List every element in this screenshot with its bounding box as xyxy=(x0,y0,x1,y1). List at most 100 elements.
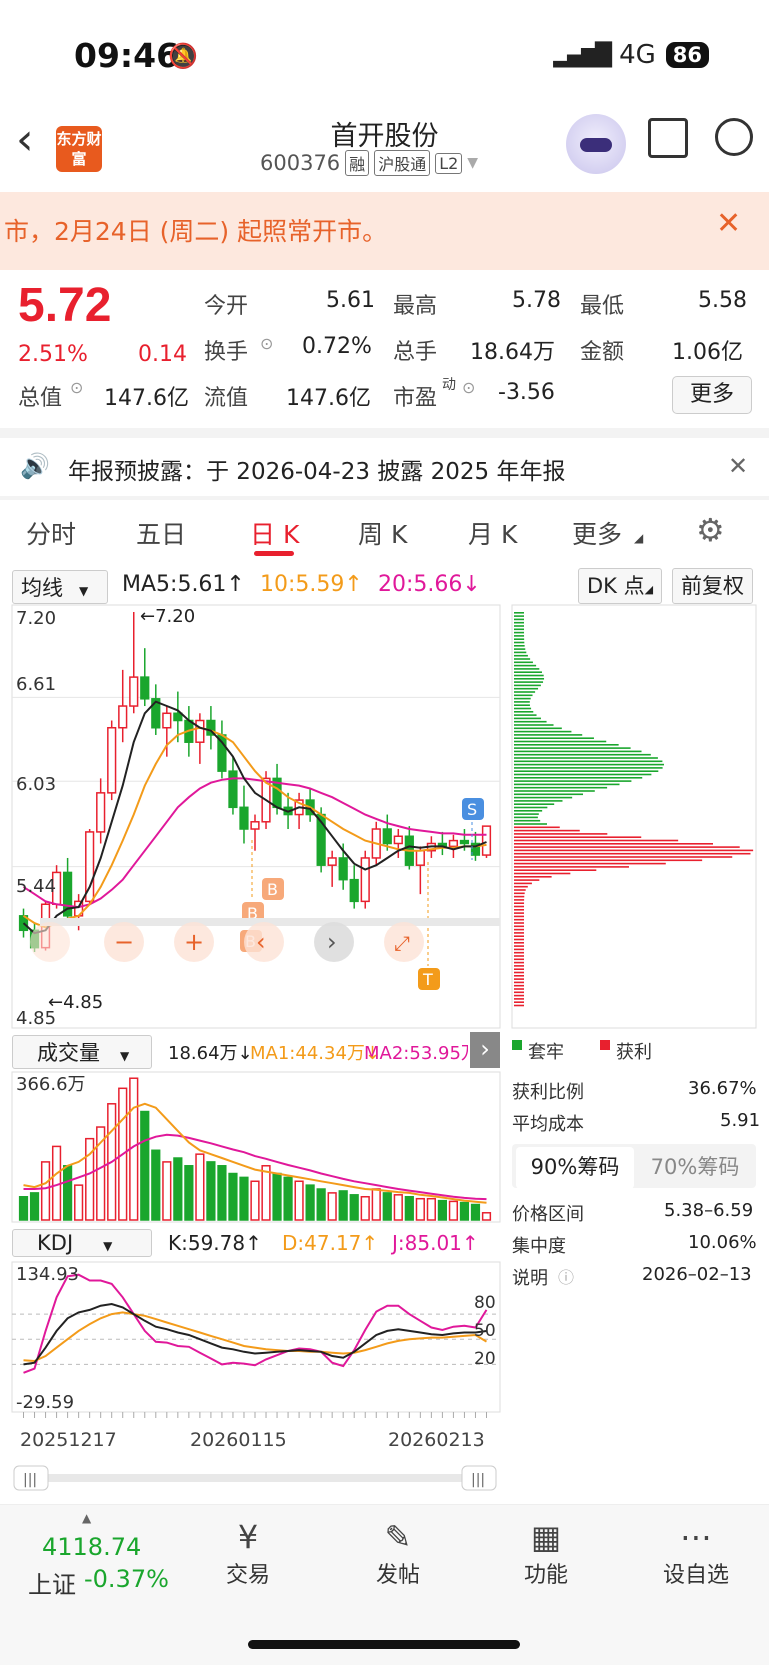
sell-marker[interactable] xyxy=(462,798,484,820)
change-pct: 2.51% xyxy=(18,342,88,367)
candle xyxy=(118,705,128,729)
volume-bar xyxy=(173,1157,183,1221)
chip-tab-90[interactable]: 90%筹码 xyxy=(516,1147,634,1189)
announcement-bar[interactable]: 🔊 年报预披露：于 2026-04-23 披露 2025 年年报 ✕ xyxy=(0,440,769,500)
chip-bar xyxy=(514,833,608,835)
legend-swatch xyxy=(600,1040,610,1050)
chip-bar xyxy=(514,714,537,716)
announcement-text: 年报预披露：于 2026-04-23 披露 2025 年年报 xyxy=(68,459,566,485)
low-marker: ←4.85 xyxy=(48,992,103,1013)
volume-bar xyxy=(195,1153,205,1221)
search-icon[interactable] xyxy=(715,118,753,156)
chip-tab-70[interactable]: 70%筹码 xyxy=(650,1155,740,1179)
chip-row-value: 5.38–6.59 xyxy=(664,1200,754,1221)
chip-bar xyxy=(514,889,526,891)
scroll-right-button[interactable] xyxy=(314,922,354,962)
chip-bar xyxy=(514,711,534,713)
tab-minute[interactable]: 分时 xyxy=(26,520,77,549)
stat-value: 147.6亿 xyxy=(104,386,189,411)
zoom-in-button[interactable] xyxy=(174,922,214,962)
chip-bar xyxy=(514,674,544,677)
buy-marker[interactable] xyxy=(262,878,284,900)
fullscreen-button[interactable] xyxy=(384,922,424,962)
close-icon[interactable]: ✕ xyxy=(728,452,749,480)
info-icon[interactable]: ⓘ xyxy=(558,1268,575,1287)
range-handle-right[interactable] xyxy=(461,1465,497,1491)
nav-trade[interactable]: ¥ 交易 xyxy=(188,1517,308,1589)
period-tabs: 分时 五日 日 K 周 K 月 K 更多 ◢ ⚙ xyxy=(0,505,769,565)
dropdown-icon[interactable]: ▼ xyxy=(467,155,479,171)
candle xyxy=(85,831,95,903)
chip-bar xyxy=(514,631,525,634)
volume-bars[interactable] xyxy=(18,1077,492,1221)
zoom-out-button[interactable] xyxy=(104,922,144,962)
indicator-select[interactable]: 均线 ▼ xyxy=(12,570,108,604)
t-marker[interactable] xyxy=(418,968,440,990)
chip-bar xyxy=(514,737,594,739)
range-track[interactable] xyxy=(32,1474,476,1482)
tab-monthly-k[interactable]: 月 K xyxy=(468,520,518,549)
nav-function[interactable]: ▦ 功能 xyxy=(486,1517,606,1589)
volume-bar xyxy=(74,1184,84,1221)
volume-bar xyxy=(85,1137,95,1221)
robot-avatar-icon[interactable] xyxy=(566,114,626,174)
info-icon[interactable]: ⊙ xyxy=(260,334,274,353)
chip-bar xyxy=(514,905,525,908)
volume-ma2-label: MA2:53.95万↓ xyxy=(364,1043,468,1064)
mute-icon: 🔕 xyxy=(168,42,198,70)
scroll-track[interactable] xyxy=(40,918,500,926)
quote-panel: 5.72 2.51% 0.14 今开 5.61 最高 5.78 最低 5.58 … xyxy=(0,270,769,430)
index-value[interactable]: 4118.74 xyxy=(42,1533,142,1561)
kdj-select[interactable]: KDJ ▼ xyxy=(12,1229,152,1257)
info-icon[interactable]: ⊙ xyxy=(462,378,476,397)
chip-bar xyxy=(514,753,651,756)
volume-bar xyxy=(404,1196,414,1221)
chip-bar xyxy=(514,945,524,947)
chip-bar xyxy=(514,615,525,617)
select-label: KDJ xyxy=(37,1231,74,1255)
chip-bar xyxy=(514,988,524,990)
tab-daily-k[interactable]: 日 K xyxy=(250,520,300,549)
chip-bar xyxy=(514,704,530,706)
kdj-d-line xyxy=(23,1311,488,1363)
chip-row-value: 10.06% xyxy=(688,1232,757,1253)
chevron-right-icon[interactable]: › xyxy=(470,1032,500,1068)
more-button[interactable]: 更多 xyxy=(672,376,752,414)
tab-five-day[interactable]: 五日 xyxy=(136,520,187,549)
dk-point-button[interactable]: DK 点◢ xyxy=(578,568,663,604)
kline-candles[interactable] xyxy=(18,612,492,952)
volume-bar xyxy=(470,1203,481,1221)
chip-bar xyxy=(514,915,525,918)
legend-label: 获利 xyxy=(616,1042,652,1063)
select-label: 成交量 xyxy=(37,1041,100,1065)
candle xyxy=(327,857,337,866)
rewind-button[interactable] xyxy=(30,922,70,962)
chip-bar xyxy=(514,697,531,700)
notice-banner: 市，2月24日 (周二) 起照常开市。 ✕ xyxy=(0,192,769,270)
chip-bar xyxy=(514,852,751,855)
volume-bar xyxy=(29,1192,40,1221)
grip-icon: ||| xyxy=(23,1472,37,1488)
tab-weekly-k[interactable]: 周 K xyxy=(358,520,408,549)
range-handle-left[interactable] xyxy=(13,1465,49,1491)
kdj-k-label: K:59.78↑ xyxy=(168,1231,262,1255)
kdj-bottom-label: -29.59 xyxy=(16,1392,74,1413)
share-icon[interactable] xyxy=(648,118,688,158)
home-indicator xyxy=(248,1640,520,1649)
notice-text: 市，2月24日 (周二) 起照常开市。 xyxy=(4,217,388,246)
nav-post[interactable]: ✎ 发帖 xyxy=(338,1517,458,1589)
volume-select[interactable]: 成交量 ▼ xyxy=(12,1035,152,1069)
tab-more[interactable]: 更多 xyxy=(572,520,623,549)
close-icon[interactable]: ✕ xyxy=(716,206,742,241)
nav-watchlist[interactable]: ⋯ 设自选 xyxy=(636,1517,756,1589)
chip-bar xyxy=(514,932,524,934)
gear-icon[interactable]: ⚙ xyxy=(696,511,725,549)
chip-bar xyxy=(514,730,572,733)
ma20-line xyxy=(22,777,487,909)
scroll-left-button[interactable] xyxy=(244,922,284,962)
chip-bar xyxy=(514,773,652,776)
back-icon[interactable]: ‹ xyxy=(16,114,34,165)
caret-up-icon: ▲ xyxy=(82,1511,92,1525)
adjust-button[interactable]: 前复权 xyxy=(672,568,753,604)
info-icon[interactable]: ⊙ xyxy=(70,378,84,397)
